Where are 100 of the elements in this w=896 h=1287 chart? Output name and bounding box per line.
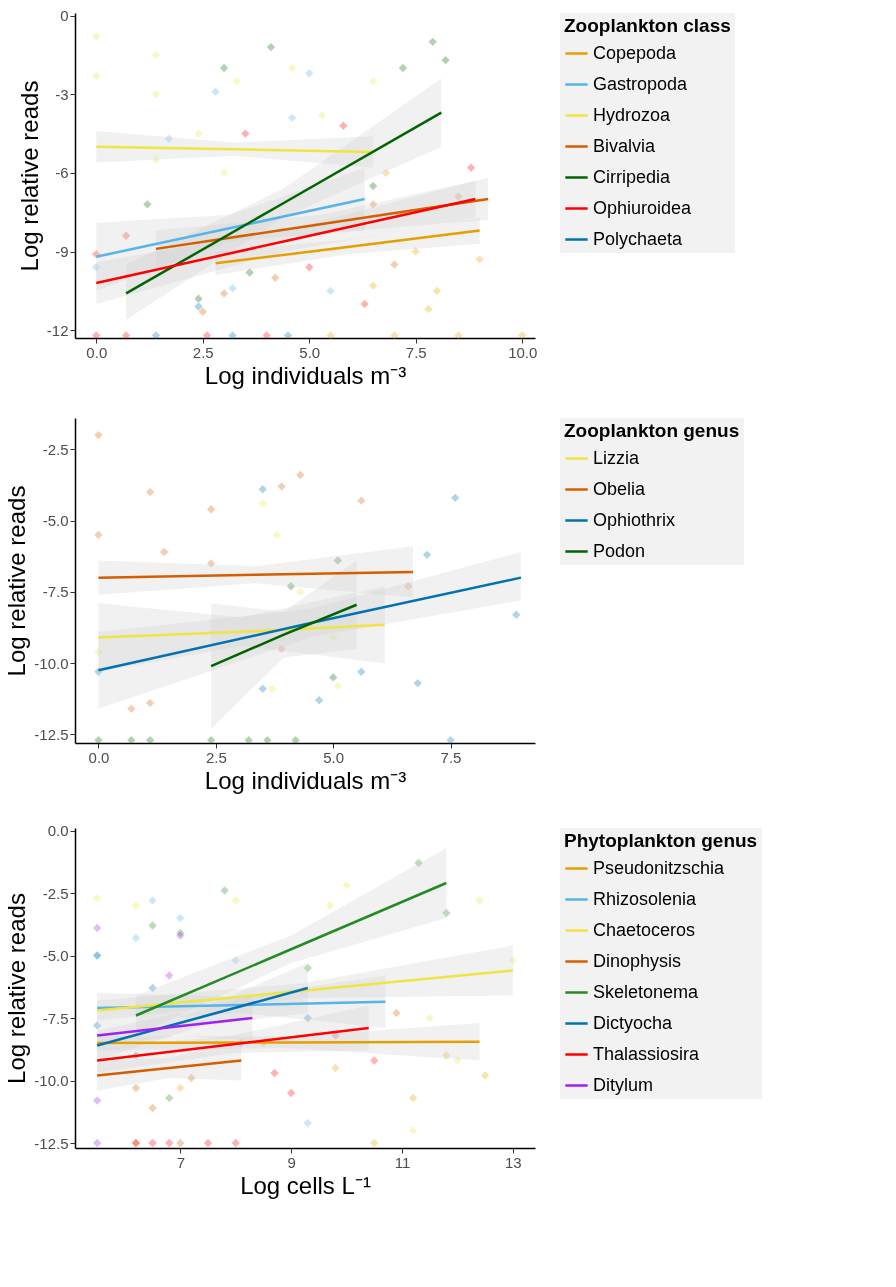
- point: [151, 331, 161, 340]
- point: [453, 1056, 462, 1065]
- point: [370, 1056, 379, 1065]
- point: [211, 87, 220, 96]
- y-axis-title: Log relative reads: [3, 893, 31, 1084]
- legend-label: Dinophysis: [593, 950, 682, 971]
- legend-label: Ophiothrix: [593, 509, 676, 530]
- point: [92, 1138, 102, 1148]
- point: [244, 735, 253, 745]
- point: [94, 735, 103, 745]
- point: [219, 289, 229, 298]
- point: [176, 1083, 185, 1093]
- point: [305, 263, 314, 272]
- point: [314, 696, 324, 705]
- point: [454, 331, 463, 340]
- point: [92, 32, 101, 41]
- y-axis-title: Log relative reads: [15, 80, 43, 272]
- x-tick-label: 7.5: [440, 748, 462, 766]
- point: [258, 684, 267, 694]
- legend-label: Podon: [593, 540, 646, 561]
- x-axis-title: Log cells L⁻¹: [240, 1171, 371, 1199]
- y-tick-label: -6: [55, 164, 69, 182]
- point: [413, 678, 422, 688]
- point: [203, 1138, 213, 1148]
- y-tick-label: -12: [46, 321, 69, 339]
- point: [160, 547, 169, 557]
- point: [408, 1093, 418, 1103]
- point: [288, 63, 297, 73]
- x-tick-label: 0.0: [86, 343, 108, 361]
- point: [194, 294, 203, 303]
- point: [263, 735, 272, 745]
- legend-title: Zooplankton genus: [564, 420, 740, 441]
- point: [206, 735, 216, 745]
- point: [368, 181, 378, 191]
- point: [148, 1103, 157, 1113]
- point: [296, 470, 305, 480]
- legend-label: Obelia: [593, 478, 647, 499]
- point: [398, 63, 408, 73]
- point: [231, 1138, 240, 1148]
- legend-title: Phytoplankton genus: [564, 830, 758, 851]
- point: [480, 1071, 490, 1080]
- legend-label: Pseudonitzschia: [593, 857, 726, 878]
- point: [390, 260, 399, 269]
- point: [357, 667, 366, 676]
- point: [368, 76, 378, 86]
- point: [277, 482, 286, 491]
- point: [245, 268, 254, 277]
- point: [231, 896, 240, 905]
- point: [408, 1126, 418, 1135]
- point: [165, 1093, 174, 1103]
- point: [357, 496, 366, 505]
- point: [425, 1013, 434, 1023]
- point: [206, 505, 216, 514]
- x-axis-title: Log individuals m⁻³: [204, 361, 407, 389]
- point: [286, 1088, 296, 1098]
- y-tick-label: -7.5: [42, 1009, 69, 1027]
- y-tick-label: 0.0: [47, 822, 69, 839]
- point: [92, 893, 102, 903]
- point: [219, 63, 229, 73]
- x-tick-label: 11: [394, 1153, 411, 1171]
- y-tick-label: -5.0: [42, 512, 69, 530]
- point: [432, 286, 442, 296]
- point: [272, 530, 282, 540]
- point: [92, 71, 101, 81]
- y-tick-label: 0: [60, 7, 69, 25]
- y-tick-label: -10.0: [34, 1072, 69, 1089]
- x-tick-label: 2.5: [205, 748, 227, 766]
- point: [428, 37, 437, 47]
- point: [342, 881, 351, 890]
- point: [258, 485, 267, 494]
- point: [232, 76, 242, 86]
- point: [241, 129, 250, 138]
- legend-label: Skeletonema: [593, 981, 700, 1002]
- legend-label: Dictyocha: [593, 1012, 674, 1033]
- point: [305, 69, 314, 78]
- point: [392, 1008, 401, 1018]
- x-tick-label: 5.0: [323, 748, 345, 766]
- point: [446, 735, 455, 745]
- point: [328, 673, 338, 682]
- point: [518, 331, 527, 340]
- point: [143, 200, 152, 209]
- point: [296, 587, 305, 597]
- point: [475, 896, 484, 905]
- point: [219, 168, 229, 178]
- point: [92, 1096, 102, 1105]
- legend-label: Thalassiosira: [593, 1043, 701, 1064]
- point: [148, 896, 157, 905]
- point: [267, 684, 277, 694]
- point: [424, 304, 433, 314]
- point: [326, 331, 335, 340]
- legend-label: Cirripedia: [593, 166, 672, 187]
- point: [422, 550, 432, 560]
- point: [165, 971, 174, 980]
- x-tick-label: 2.5: [192, 343, 214, 361]
- point: [198, 307, 207, 316]
- point: [194, 302, 203, 311]
- point: [512, 610, 521, 619]
- point: [451, 493, 460, 503]
- y-tick-label: -3: [55, 85, 69, 103]
- point: [92, 331, 101, 340]
